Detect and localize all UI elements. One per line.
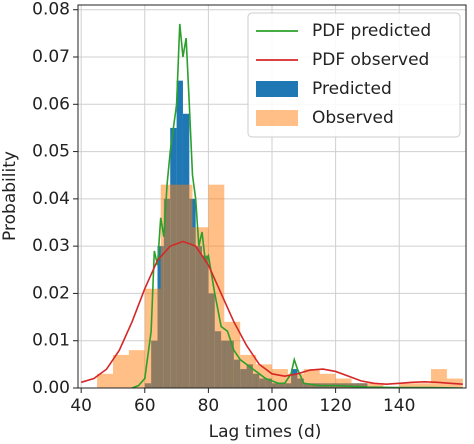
y-tick-label: 0.03 [32,236,70,256]
y-tick-label: 0.00 [32,378,70,398]
histogram-bar [160,184,177,388]
y-tick-label: 0.06 [32,94,70,114]
legend-box [247,12,461,138]
legend-label: PDF predicted [312,21,431,41]
y-tick-label: 0.08 [32,0,70,20]
y-tick-label: 0.04 [32,189,70,209]
x-axis-label: Lag times (d) [209,422,322,442]
x-tick-label: 60 [134,396,156,416]
legend-patch [256,110,298,126]
histogram-bar [287,373,304,388]
histogram-bar [335,378,352,388]
plot-area [80,23,463,388]
histogram-bar [144,288,161,388]
histogram-bar [208,184,225,388]
pdf-line [131,23,463,388]
histogram-bar [319,373,336,388]
x-tick-label: 120 [319,396,351,416]
y-axis-label: Probability [0,151,20,241]
x-tick-label: 80 [198,396,220,416]
histogram-bar [415,383,432,388]
axes-frame [77,4,467,389]
y-tick-label: 0.07 [32,47,70,67]
histogram-bar [176,184,193,388]
x-tick-label: 40 [70,396,92,416]
histogram-bar [192,227,209,388]
histogram-bar [97,373,113,388]
pdf-line [80,240,463,386]
y-tick-label: 0.05 [32,142,70,162]
histogram-bar [351,383,368,388]
histogram-bar [240,354,257,388]
legend-label: PDF observed [312,50,429,70]
histogram-bar [367,383,384,388]
histogram-bar [272,369,288,388]
histogram-bar [431,369,447,388]
histogram-bar [128,350,145,388]
y-tick-label: 0.01 [32,331,70,351]
x-tick-label: 140 [383,396,415,416]
x-tick-label: 100 [256,396,288,416]
histogram-bar [112,354,129,388]
y-tick-label: 0.02 [32,283,70,303]
legend-label: Predicted [312,79,392,99]
legend-patch [256,81,298,97]
histogram-bar [224,321,241,388]
histogram-bar [399,383,416,388]
legend-label: Observed [312,108,394,128]
